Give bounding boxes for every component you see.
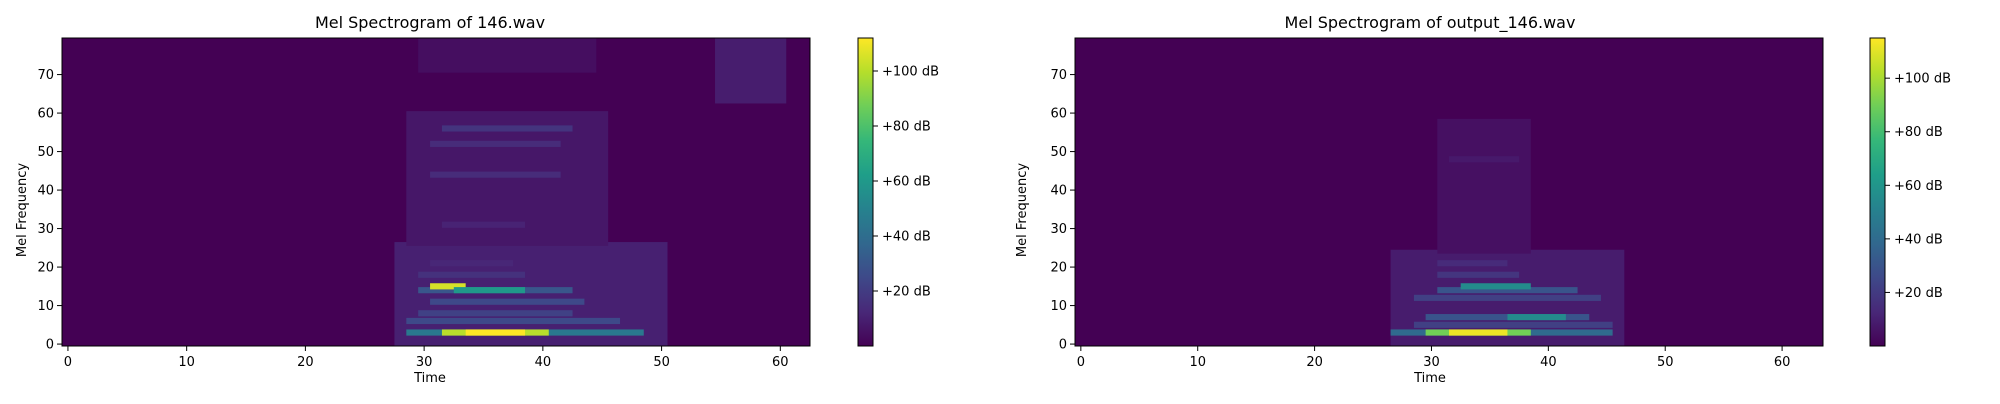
x-tick-label: 0 — [1077, 355, 1085, 370]
heatmap-cell — [465, 329, 526, 336]
x-tick-label: 30 — [416, 355, 433, 370]
x-tick-label: 60 — [1774, 355, 1791, 370]
heatmap-cell — [1507, 314, 1566, 321]
heatmap-cells — [394, 38, 787, 346]
heatmap-cell — [1437, 287, 1578, 294]
heatmap-cells — [1390, 118, 1625, 346]
heatmap-cell — [1437, 260, 1508, 267]
colorbar-tick-label: +40 dB — [882, 230, 931, 245]
heatmap-cell — [1460, 283, 1531, 290]
colorbar-tick-label: +100 dB — [1894, 72, 1951, 87]
spectrogram-panel-left: Mel Spectrogram of 146.wav Mel Frequency… — [15, 13, 939, 386]
colorbar-scale — [857, 37, 874, 347]
x-tick-label: 50 — [653, 355, 670, 370]
heatmap-cell — [453, 287, 526, 294]
heatmap-cell — [441, 125, 573, 132]
spectrogram-plot: 0 10 20 30 40 50 60 0 10 20 30 40 50 60 70 — [1050, 37, 1824, 370]
colorbar-tick-label: +40 dB — [1894, 232, 1943, 247]
colorbar: +20 dB +40 dB +60 dB +80 dB +100 dB — [1869, 37, 1951, 347]
spectrogram-panel-right: Mel Spectrogram of output_146.wav Mel Fr… — [1015, 13, 1951, 386]
y-tick-label: 60 — [37, 107, 54, 122]
x-tick-label: 10 — [1189, 355, 1206, 370]
colorbar-tick-label: +80 dB — [882, 120, 931, 135]
heatmap-cell — [1437, 271, 1520, 278]
x-tick-label: 30 — [1423, 355, 1440, 370]
colorbar-scale — [1869, 37, 1886, 347]
y-tick-label: 40 — [1050, 184, 1067, 199]
y-axis-label: Mel Frequency — [1015, 163, 1030, 257]
heatmap-region — [1437, 118, 1531, 254]
y-tick-label: 70 — [1050, 68, 1067, 83]
y-tick-label: 20 — [1050, 261, 1067, 276]
y-tick-label: 10 — [37, 299, 54, 314]
x-tick-label: 10 — [178, 355, 195, 370]
y-tick-label: 50 — [1050, 145, 1067, 160]
y-tick-label: 0 — [1059, 338, 1067, 353]
heatmap-cell — [1413, 321, 1613, 328]
x-axis-label: Time — [1413, 371, 1446, 386]
colorbar-tick-label: +20 dB — [882, 285, 931, 300]
x-tick-label: 40 — [1540, 355, 1557, 370]
x-tick-label: 40 — [535, 355, 552, 370]
y-tick-label: 0 — [46, 338, 54, 353]
y-tick-label: 40 — [37, 184, 54, 199]
x-tick-label: 60 — [772, 355, 789, 370]
chart-title: Mel Spectrogram of 146.wav — [315, 13, 545, 32]
colorbar-tick-label: +80 dB — [1894, 125, 1943, 140]
heatmap-cell — [406, 317, 621, 325]
y-tick-label: 30 — [1050, 222, 1067, 237]
plot-frame — [61, 37, 811, 347]
x-tick-label: 0 — [64, 355, 72, 370]
heatmap-cell — [418, 310, 573, 317]
plot-frame — [1074, 37, 1824, 347]
heatmap-cell — [430, 171, 561, 178]
y-tick-label: 60 — [1050, 107, 1067, 122]
colorbar-tick-label: +20 dB — [1894, 286, 1943, 301]
x-tick-label: 20 — [1306, 355, 1323, 370]
heatmap-cell — [1413, 294, 1601, 301]
heatmap-region — [394, 242, 668, 346]
x-axis-label: Time — [413, 371, 446, 386]
heatmap-region — [715, 38, 787, 104]
y-tick-label: 10 — [1050, 299, 1067, 314]
heatmap-cell — [430, 298, 585, 305]
heatmap-cell — [1449, 156, 1520, 163]
heatmap-cell — [1449, 329, 1508, 336]
heatmap-cell — [430, 140, 561, 147]
chart-title: Mel Spectrogram of output_146.wav — [1285, 13, 1576, 33]
colorbar: +20 dB +40 dB +60 dB +80 dB +100 dB — [857, 37, 939, 347]
colorbar-tick-label: +60 dB — [1894, 179, 1943, 194]
heatmap-cell — [430, 260, 514, 267]
y-tick-label: 70 — [37, 68, 54, 83]
spectrogram-plot: 0 10 20 30 40 50 60 0 10 20 30 40 50 60 70 — [37, 37, 811, 370]
x-tick-label: 20 — [297, 355, 314, 370]
heatmap-cell — [430, 283, 466, 290]
heatmap-cell — [441, 221, 526, 228]
heatmap-region — [418, 38, 597, 73]
y-tick-label: 20 — [37, 261, 54, 276]
heatmap-cell — [418, 271, 526, 278]
y-axis-label: Mel Frequency — [15, 163, 30, 257]
colorbar-tick-label: +60 dB — [882, 175, 931, 190]
y-tick-label: 30 — [37, 222, 54, 237]
x-tick-label: 50 — [1657, 355, 1674, 370]
y-tick-label: 50 — [37, 145, 54, 160]
colorbar-tick-label: +100 dB — [882, 65, 939, 80]
